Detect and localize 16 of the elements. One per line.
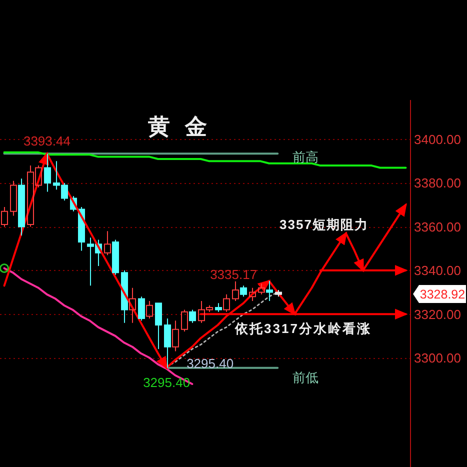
annotation: 3335.17	[210, 266, 258, 282]
annotation: 依托3317分水岭看涨	[234, 321, 372, 336]
y-tick-label: 3300.00	[414, 350, 461, 366]
y-tick-label: 3340.00	[414, 263, 461, 278]
y-tick-label: 3380.00	[414, 176, 461, 191]
text: 3328.92	[420, 288, 466, 302]
y-tick-label: 3400.00	[414, 132, 461, 147]
annotation: 3357短期阻力	[280, 217, 368, 232]
annotation: 3393.44	[23, 134, 70, 149]
annotation: 3295.40	[143, 374, 190, 390]
annotation: 3295.40	[186, 356, 234, 371]
y-tick-label: 3320.00	[414, 306, 461, 322]
series-label: 前低	[292, 370, 319, 385]
series-label: 前高	[292, 150, 319, 165]
y-tick-label: 3360.00	[414, 219, 461, 234]
text: 黄金	[147, 114, 222, 139]
